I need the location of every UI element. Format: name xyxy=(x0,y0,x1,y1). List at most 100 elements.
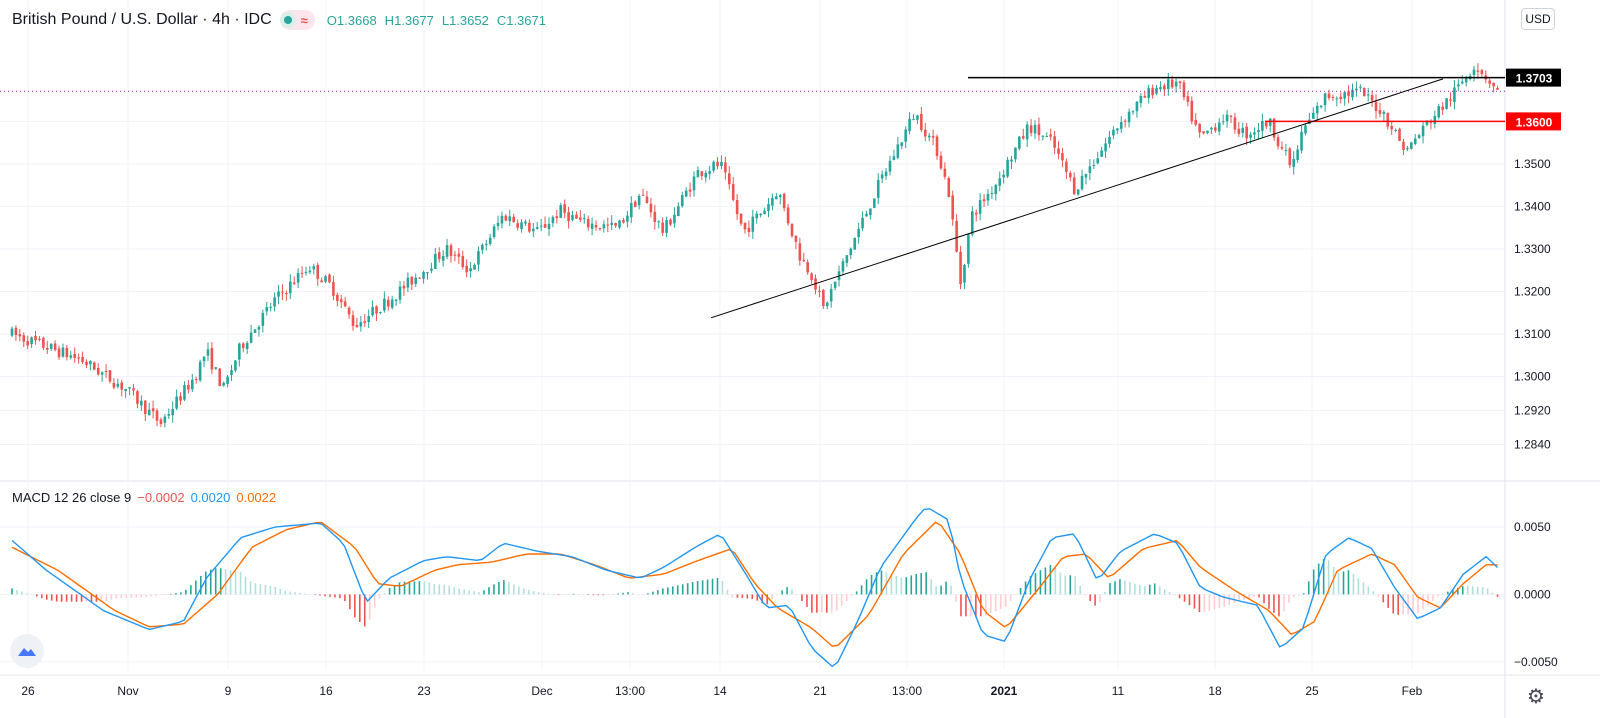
macd-histogram-bar xyxy=(36,594,38,597)
price-tick-label: 1.3500 xyxy=(1514,157,1551,171)
status-pill[interactable]: ≈ xyxy=(279,10,315,30)
macd-histogram-bar xyxy=(368,594,371,620)
candle-body xyxy=(1041,135,1045,137)
candle-body xyxy=(390,299,394,308)
macd-histogram-bar xyxy=(508,582,510,595)
macd-histogram-bar xyxy=(423,581,426,595)
time-tick-label: 9 xyxy=(225,684,232,698)
macd-histogram-bar xyxy=(165,594,167,595)
macd-histogram-bar xyxy=(1168,592,1171,595)
macd-histogram-bar xyxy=(572,593,575,595)
macd-histogram-bar xyxy=(1049,564,1052,595)
candle-body xyxy=(441,255,445,261)
macd-histogram-bar xyxy=(145,594,147,598)
macd-histogram-bar xyxy=(637,594,639,595)
candle-body xyxy=(810,273,813,280)
candle-body xyxy=(1123,120,1127,122)
candle-body xyxy=(383,298,386,311)
macd-histogram-bar xyxy=(274,586,277,595)
macd-histogram-bar xyxy=(1094,594,1096,606)
candle-body xyxy=(410,276,414,285)
candle-body xyxy=(1362,87,1366,97)
candle-body xyxy=(253,329,257,333)
candle-body xyxy=(1147,88,1150,98)
drawn-lines[interactable] xyxy=(0,76,1505,319)
axes: 1.3600 1.3500 1.3400 1.3300 1.3200 1.3100 1.30… xyxy=(21,114,1558,698)
candle-body xyxy=(1315,105,1319,114)
candle-body xyxy=(1370,95,1374,101)
candle-body xyxy=(1406,147,1409,150)
candle-body xyxy=(825,302,829,307)
macd-label[interactable]: MACD 12 26 close 9 xyxy=(12,490,132,505)
macd-histogram-bar xyxy=(726,589,729,595)
candle-body xyxy=(53,343,57,350)
macd-histogram-bar xyxy=(806,594,808,607)
logo-shape xyxy=(18,648,36,656)
macd-histogram-bar xyxy=(443,584,446,595)
candle-body xyxy=(30,337,33,345)
macd-histogram-bar xyxy=(1322,559,1325,595)
time-tick-label: Feb xyxy=(1402,684,1423,698)
candle-body xyxy=(582,217,586,219)
macd-histogram-bar xyxy=(1283,594,1285,612)
candle-body xyxy=(692,176,696,191)
candle-body xyxy=(1386,112,1390,127)
candle-body xyxy=(492,226,496,237)
candle-body xyxy=(822,290,825,306)
candle-body xyxy=(504,215,508,221)
candle-body xyxy=(1433,116,1437,125)
candle-body xyxy=(720,161,723,167)
candle-body xyxy=(512,216,516,223)
candle-body xyxy=(633,201,637,207)
macd-histogram-bar xyxy=(229,570,232,595)
macd-histogram-bar xyxy=(1481,586,1484,595)
macd-histogram-bar xyxy=(657,590,659,595)
price-tick-label: 1.3300 xyxy=(1514,242,1551,256)
candle-body xyxy=(1092,164,1096,166)
macd-histogram-bar xyxy=(1496,594,1499,597)
macd-histogram-bar xyxy=(1253,594,1255,597)
tradingview-logo-icon[interactable] xyxy=(10,634,44,668)
macd-histogram-bar xyxy=(1432,594,1434,601)
macd-histogram-bar xyxy=(701,580,704,595)
macd-histogram-bar xyxy=(527,590,530,595)
candle-body xyxy=(1174,81,1178,87)
currency-button[interactable]: USD xyxy=(1521,8,1555,30)
candle-body xyxy=(57,348,61,358)
macd-histogram-bar xyxy=(984,594,987,616)
candle-body xyxy=(1417,135,1421,139)
candle-body xyxy=(500,215,504,224)
candle-body xyxy=(606,224,610,226)
candle-body xyxy=(261,312,265,326)
candle-body xyxy=(214,367,218,369)
macd-histogram-bar xyxy=(1024,581,1027,595)
macd-histogram-bar xyxy=(840,594,843,606)
macd-histogram-bar xyxy=(100,594,103,602)
macd-histogram-bar xyxy=(1491,592,1494,595)
macd-histogram-bar xyxy=(1109,583,1111,595)
candle-body xyxy=(1264,122,1268,127)
macd-histogram-bar xyxy=(60,594,63,602)
macd-histogram-bar xyxy=(1337,572,1340,595)
macd-histogram-bar xyxy=(249,581,252,595)
symbol-title[interactable]: British Pound / U.S. Dollar · 4h · IDC xyxy=(12,11,272,28)
candle-body xyxy=(445,245,449,257)
candle-body xyxy=(516,223,519,228)
candle-body xyxy=(1241,127,1245,133)
macd-signal-line xyxy=(11,521,1498,647)
candle-body xyxy=(614,223,617,226)
candle-body xyxy=(853,238,857,250)
candle-body xyxy=(151,408,155,412)
candle-body xyxy=(320,280,323,283)
candle-body xyxy=(61,347,65,357)
macd-histogram-bar xyxy=(1357,578,1360,595)
candle-body xyxy=(900,142,904,146)
gear-icon[interactable]: ⚙ xyxy=(1527,686,1545,708)
candle-body xyxy=(277,291,280,297)
price-tick-label: 1.3100 xyxy=(1514,327,1551,341)
candle-body xyxy=(1464,78,1468,83)
candle-body xyxy=(884,171,888,177)
macd-histogram-bar xyxy=(1029,576,1032,595)
candle-body xyxy=(1429,122,1433,124)
